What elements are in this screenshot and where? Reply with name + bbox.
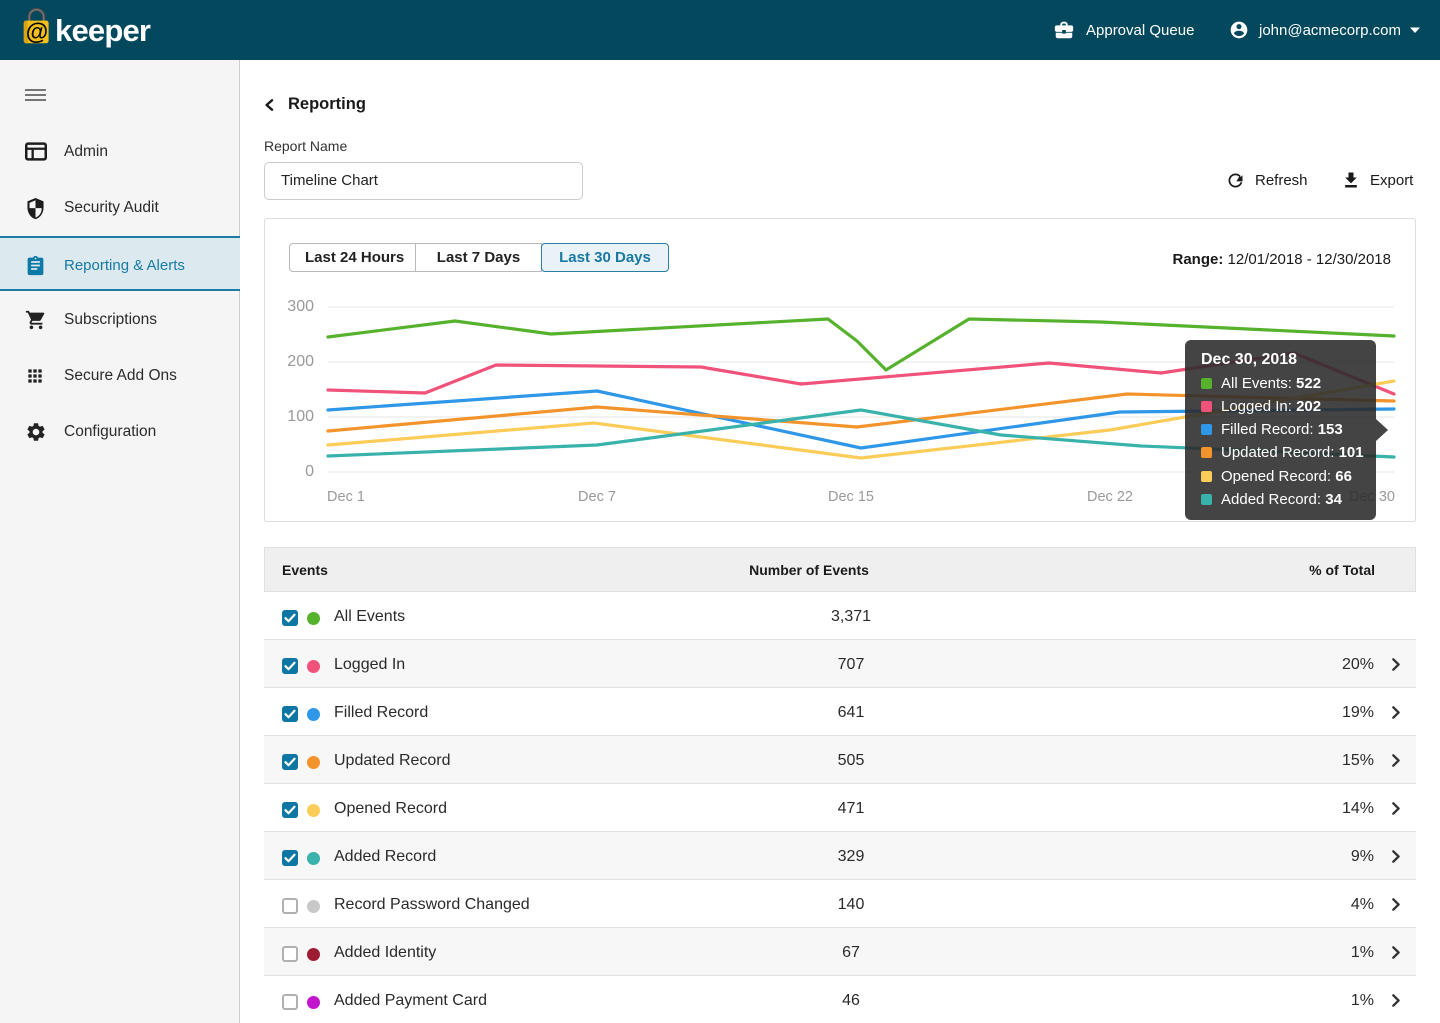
svg-text:@: @ [26,19,48,45]
